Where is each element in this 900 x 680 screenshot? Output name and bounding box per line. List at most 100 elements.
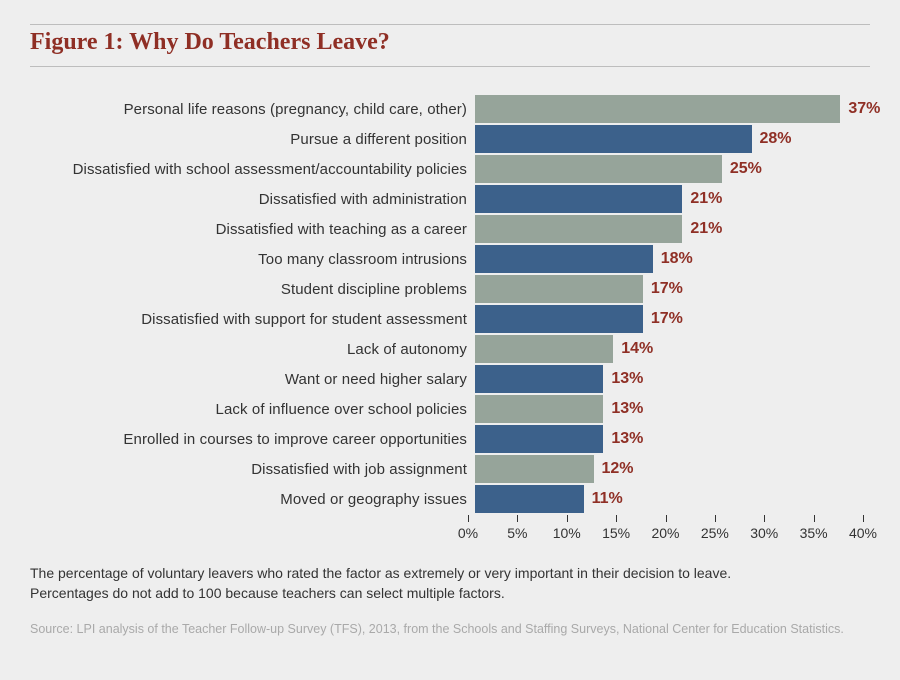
bar-label: Enrolled in courses to improve career op… — [30, 431, 475, 448]
caption-line: The percentage of voluntary leavers who … — [30, 565, 731, 581]
bar-value: 25% — [730, 160, 762, 178]
chart-row: Lack of influence over school policies 13… — [30, 395, 870, 423]
bar-value: 13% — [611, 400, 643, 418]
bar-cell: 13% — [475, 365, 870, 393]
chart-row: Too many classroom intrusions 18% — [30, 245, 870, 273]
tick-line — [814, 515, 815, 522]
bar-value: 17% — [651, 310, 683, 328]
bar-value: 11% — [592, 490, 623, 508]
bar — [475, 275, 643, 303]
bar — [475, 125, 752, 153]
tick-label: 35% — [800, 525, 828, 541]
bar — [475, 395, 603, 423]
tick-label: 25% — [701, 525, 729, 541]
figure-source: Source: LPI analysis of the Teacher Foll… — [30, 622, 870, 636]
tick-label: 15% — [602, 525, 630, 541]
chart-row: Enrolled in courses to improve career op… — [30, 425, 870, 453]
figure-container: Figure 1: Why Do Teachers Leave? Persona… — [0, 0, 900, 680]
bar — [475, 215, 682, 243]
tick-line — [764, 515, 765, 522]
tick-line — [517, 515, 518, 522]
title-rule — [30, 66, 870, 67]
bar-label: Dissatisfied with teaching as a career — [30, 221, 475, 238]
tick-line — [666, 515, 667, 522]
chart-row: Personal life reasons (pregnancy, child … — [30, 95, 870, 123]
tick-label: 40% — [849, 525, 877, 541]
bar-label: Dissatisfied with administration — [30, 191, 475, 208]
bar-cell: 28% — [475, 125, 870, 153]
tick-line — [616, 515, 617, 522]
bar-label: Dissatisfied with school assessment/acco… — [30, 161, 475, 178]
bar — [475, 425, 603, 453]
bar-label: Personal life reasons (pregnancy, child … — [30, 101, 475, 118]
tick-line — [468, 515, 469, 522]
chart-row: Pursue a different position 28% — [30, 125, 870, 153]
bar-value: 12% — [602, 460, 634, 478]
bar-cell: 18% — [475, 245, 870, 273]
axis-ticks: 0%5%10%15%20%25%30%35%40% — [468, 515, 863, 549]
bar-value: 21% — [690, 220, 722, 238]
bar-label: Too many classroom intrusions — [30, 251, 475, 268]
tick-label: 30% — [750, 525, 778, 541]
bar-cell: 25% — [475, 155, 870, 183]
bar-label: Student discipline problems — [30, 281, 475, 298]
bar — [475, 485, 584, 513]
tick-line — [567, 515, 568, 522]
bar-value: 17% — [651, 280, 683, 298]
bar — [475, 335, 613, 363]
bar-label: Moved or geography issues — [30, 491, 475, 508]
bar-value: 14% — [621, 340, 653, 358]
bar-cell: 37% — [475, 95, 870, 123]
bar — [475, 245, 653, 273]
chart-row: Dissatisfied with administration 21% — [30, 185, 870, 213]
bar — [475, 455, 594, 483]
chart-row: Dissatisfied with school assessment/acco… — [30, 155, 870, 183]
bar-cell: 13% — [475, 395, 870, 423]
bar-value: 13% — [611, 430, 643, 448]
chart-row: Dissatisfied with job assignment 12% — [30, 455, 870, 483]
bar-chart: Personal life reasons (pregnancy, child … — [30, 95, 870, 549]
bar-label: Lack of autonomy — [30, 341, 475, 358]
bar — [475, 305, 643, 333]
bar-cell: 11% — [475, 485, 870, 513]
bar-cell: 17% — [475, 305, 870, 333]
bar-label: Dissatisfied with support for student as… — [30, 311, 475, 328]
bar — [475, 185, 682, 213]
tick-label: 10% — [553, 525, 581, 541]
x-axis: 0%5%10%15%20%25%30%35%40% — [30, 515, 870, 549]
bar-cell: 13% — [475, 425, 870, 453]
chart-row: Dissatisfied with teaching as a career 21… — [30, 215, 870, 243]
bar-value: 28% — [760, 130, 792, 148]
bar-cell: 12% — [475, 455, 870, 483]
bar-value: 18% — [661, 250, 693, 268]
bar — [475, 155, 722, 183]
chart-rows: Personal life reasons (pregnancy, child … — [30, 95, 870, 513]
figure-caption: The percentage of voluntary leavers who … — [30, 563, 870, 604]
bar-cell: 21% — [475, 185, 870, 213]
tick-label: 20% — [651, 525, 679, 541]
caption-line: Percentages do not add to 100 because te… — [30, 585, 505, 601]
bar-label: Pursue a different position — [30, 131, 475, 148]
tick-line — [863, 515, 864, 522]
tick-line — [715, 515, 716, 522]
chart-row: Moved or geography issues 11% — [30, 485, 870, 513]
bar-label: Dissatisfied with job assignment — [30, 461, 475, 478]
bar-value: 21% — [690, 190, 722, 208]
bar — [475, 365, 603, 393]
bar — [475, 95, 840, 123]
tick-label: 5% — [507, 525, 527, 541]
chart-row: Student discipline problems 17% — [30, 275, 870, 303]
bar-cell: 14% — [475, 335, 870, 363]
bar-cell: 17% — [475, 275, 870, 303]
tick-label: 0% — [458, 525, 478, 541]
bar-label: Want or need higher salary — [30, 371, 475, 388]
bar-label: Lack of influence over school policies — [30, 401, 475, 418]
chart-row: Dissatisfied with support for student as… — [30, 305, 870, 333]
bar-cell: 21% — [475, 215, 870, 243]
bar-value: 37% — [848, 100, 880, 118]
chart-row: Want or need higher salary 13% — [30, 365, 870, 393]
top-rule — [30, 24, 870, 25]
bar-value: 13% — [611, 370, 643, 388]
figure-title: Figure 1: Why Do Teachers Leave? — [30, 29, 870, 56]
chart-row: Lack of autonomy 14% — [30, 335, 870, 363]
